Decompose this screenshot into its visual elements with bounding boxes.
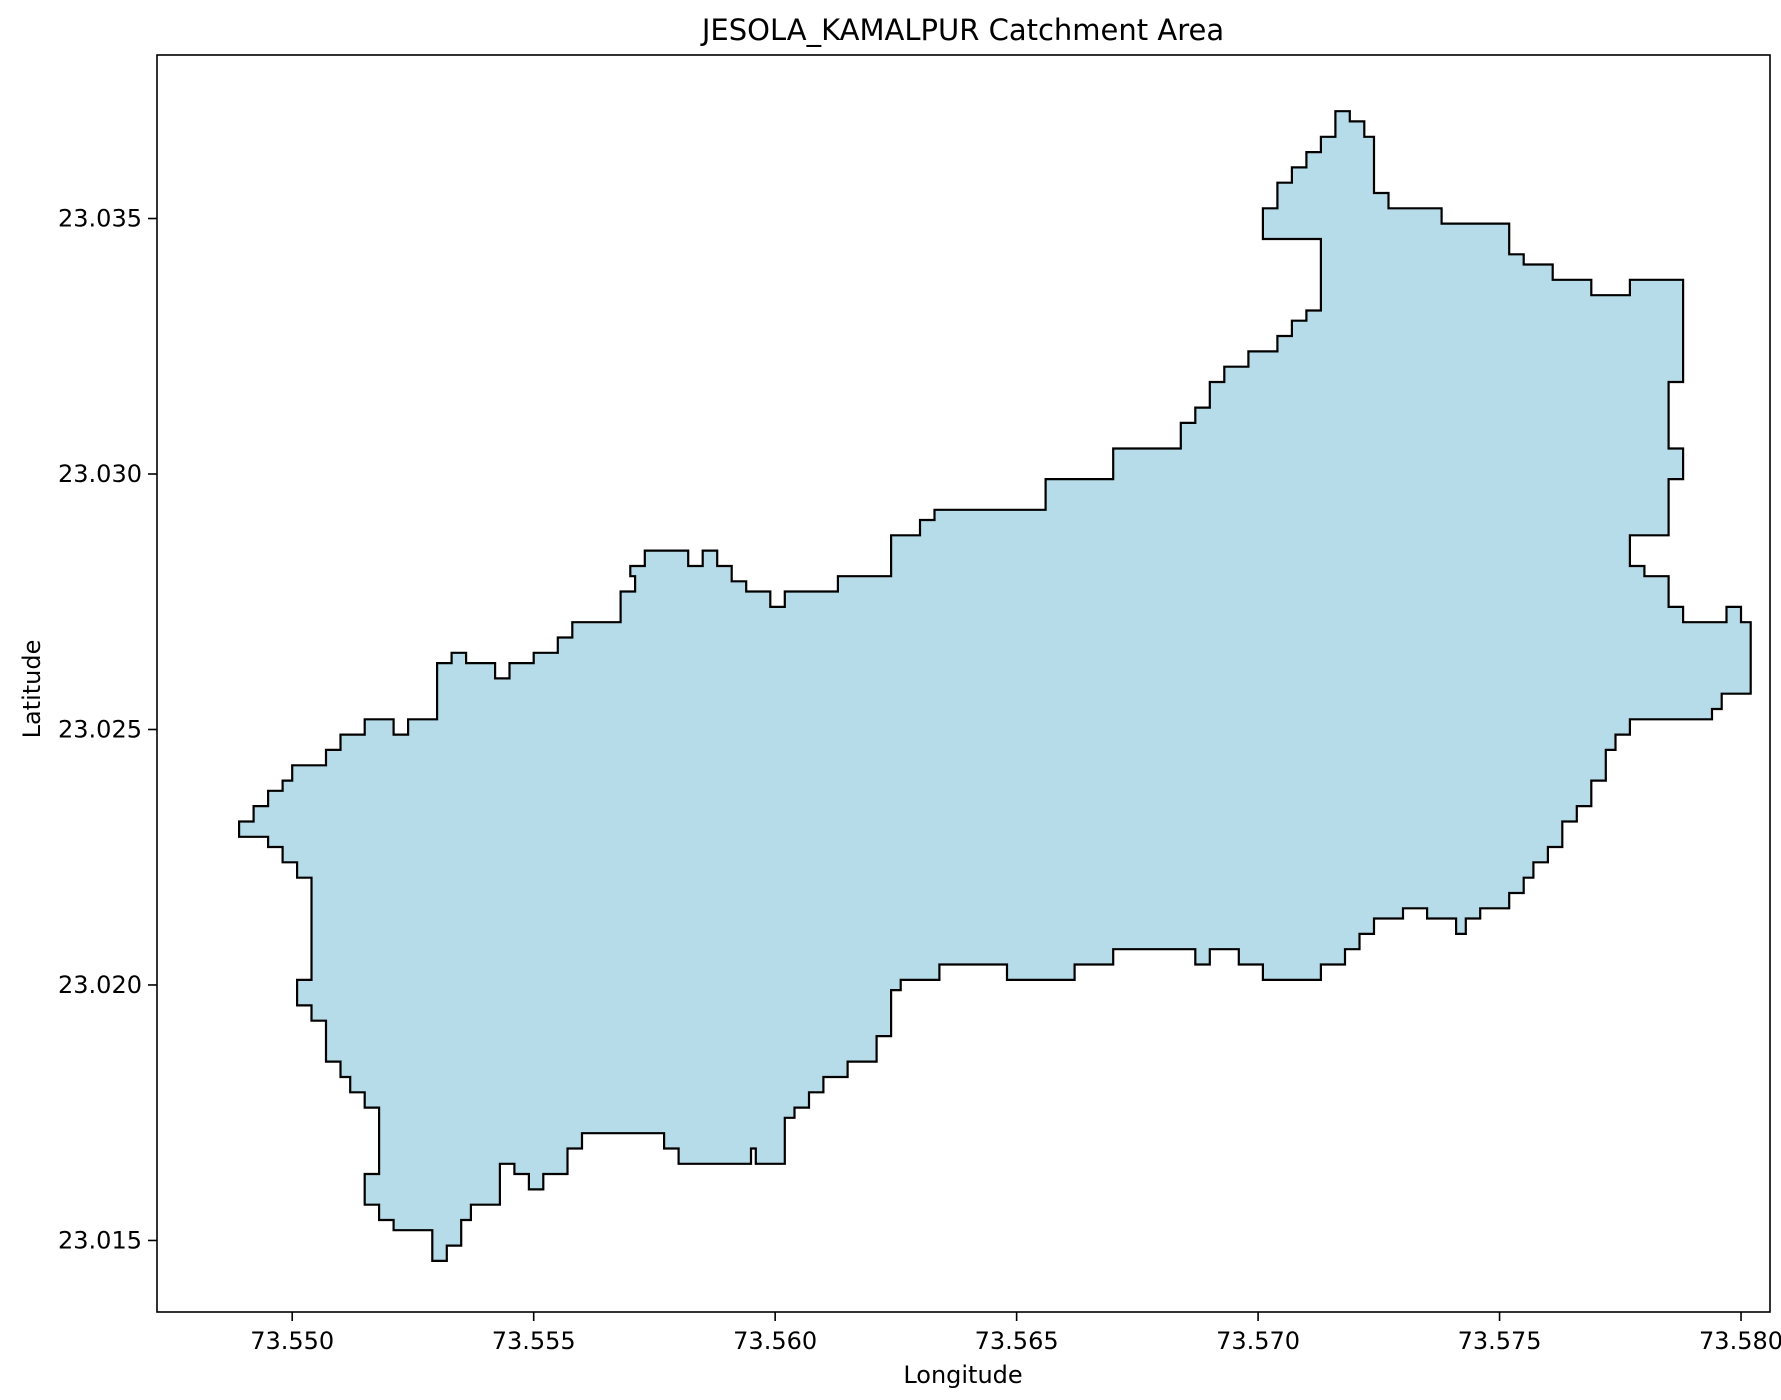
y-tick-label: 23.020 [58, 971, 142, 999]
y-tick-label: 23.015 [58, 1226, 142, 1254]
x-axis-label: Longitude [903, 1361, 1022, 1389]
x-tick-label: 73.575 [1458, 1327, 1542, 1355]
catchment-polygon [238, 110, 1752, 1262]
x-tick-label: 73.555 [492, 1327, 576, 1355]
y-tick-label: 23.025 [58, 715, 142, 743]
x-tick-label: 73.560 [733, 1327, 817, 1355]
y-tick-label: 23.030 [58, 460, 142, 488]
x-tick-label: 73.565 [975, 1327, 1059, 1355]
x-tick-label: 73.580 [1699, 1327, 1781, 1355]
y-tick-label: 23.035 [58, 205, 142, 233]
x-tick-label: 73.550 [250, 1327, 334, 1355]
plot-area: 73.550 73.555 73.560 73.565 73.570 73.575 73.5… [58, 54, 1781, 1355]
y-axis-label: Latitude [18, 640, 46, 739]
x-tick-label: 73.570 [1216, 1327, 1300, 1355]
chart-title: JESOLA_KAMALPUR Catchment Area [700, 13, 1224, 47]
axes-frame [156, 54, 1771, 1313]
